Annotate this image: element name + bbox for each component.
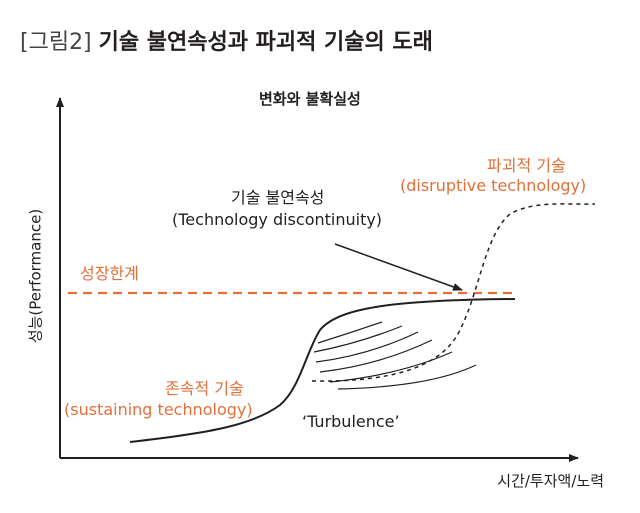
figure-title-text: 기술 불연속성과 파괴적 기술의 도래 [98, 30, 433, 55]
turbulence-arc-1 [317, 321, 383, 344]
x-axis-label: 시간/투자액/노력 [497, 472, 604, 490]
sustaining-technology-curve [129, 298, 516, 443]
turbulence-arc-4 [319, 339, 433, 373]
figure-title: [그림2] 기술 불연속성과 파괴적 기술의 도래 [20, 24, 433, 56]
disruptive-technology-curve [311, 203, 596, 382]
figure-tag: [그림2] [20, 30, 92, 55]
turbulence-lines [313, 321, 477, 390]
turbulence-arc-3 [315, 331, 419, 363]
discontinuity-label-en: (Technology discontinuity) [172, 210, 383, 229]
disruptive-label: 파괴적 기술 [487, 156, 566, 175]
turbulence-arc-6 [337, 364, 477, 390]
turbulence-arc-2 [313, 325, 403, 353]
y-axis-label: 성능(Performance) [26, 208, 45, 344]
discontinuity-label: 기술 불연속성 [231, 188, 325, 207]
performance-limit-label: 성장한계 [80, 264, 139, 283]
disruptive-label-en: (disruptive technology) [400, 176, 587, 195]
discontinuity-arrow [334, 243, 463, 291]
diagram-subtitle: 변화와 불확실성 [259, 90, 361, 108]
sustaining-label-en: (sustaining technology) [64, 400, 253, 419]
turbulence-label: ‘Turbulence’ [302, 412, 400, 431]
sustaining-label: 존속적 기술 [165, 379, 244, 398]
